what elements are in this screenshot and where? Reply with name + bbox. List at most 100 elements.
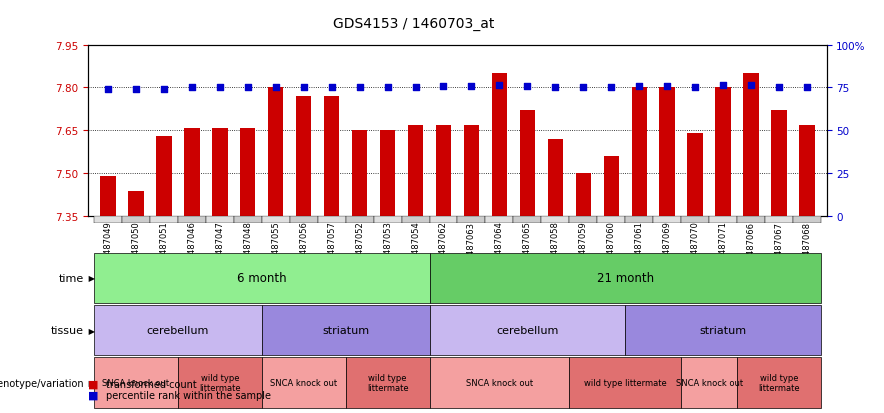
Bar: [631, 88, 647, 217]
Bar: [464, 126, 479, 217]
FancyBboxPatch shape: [485, 217, 514, 223]
FancyBboxPatch shape: [737, 217, 765, 223]
Point: [185, 85, 199, 92]
Bar: [212, 128, 227, 217]
Text: ■: ■: [88, 378, 99, 388]
Bar: [799, 126, 815, 217]
FancyBboxPatch shape: [94, 358, 178, 408]
FancyBboxPatch shape: [430, 217, 458, 223]
Bar: [688, 134, 703, 217]
Bar: [492, 74, 507, 217]
FancyBboxPatch shape: [569, 217, 598, 223]
FancyBboxPatch shape: [737, 358, 821, 408]
Text: GDS4153 / 1460703_at: GDS4153 / 1460703_at: [332, 17, 494, 31]
Bar: [408, 126, 423, 217]
FancyBboxPatch shape: [514, 217, 541, 223]
FancyBboxPatch shape: [541, 217, 569, 223]
Text: 6 month: 6 month: [237, 272, 286, 285]
Point: [380, 85, 394, 92]
FancyBboxPatch shape: [430, 358, 569, 408]
Point: [240, 85, 255, 92]
Bar: [772, 111, 787, 217]
Bar: [324, 97, 339, 217]
Text: transformed count: transformed count: [106, 379, 197, 389]
Point: [129, 86, 143, 93]
Text: genotype/variation: genotype/variation: [0, 378, 84, 388]
FancyBboxPatch shape: [290, 217, 317, 223]
FancyBboxPatch shape: [94, 217, 122, 223]
Text: SNCA knock out: SNCA knock out: [675, 378, 743, 387]
Point: [688, 85, 702, 92]
Point: [464, 83, 478, 90]
Bar: [268, 88, 284, 217]
Point: [521, 83, 535, 90]
Bar: [604, 157, 619, 217]
Bar: [184, 128, 200, 217]
Bar: [100, 177, 116, 217]
Text: ▶: ▶: [86, 378, 95, 387]
FancyBboxPatch shape: [374, 217, 401, 223]
Bar: [240, 128, 255, 217]
FancyBboxPatch shape: [262, 217, 290, 223]
Point: [297, 85, 311, 92]
Point: [353, 85, 367, 92]
Point: [324, 85, 339, 92]
FancyBboxPatch shape: [94, 253, 430, 303]
FancyBboxPatch shape: [122, 217, 150, 223]
Text: tissue: tissue: [51, 325, 84, 335]
Text: wild type
littermate: wild type littermate: [367, 373, 408, 392]
Bar: [296, 97, 311, 217]
FancyBboxPatch shape: [765, 217, 793, 223]
FancyBboxPatch shape: [653, 217, 682, 223]
Point: [408, 85, 423, 92]
FancyBboxPatch shape: [233, 217, 262, 223]
Point: [772, 85, 786, 92]
Bar: [743, 74, 758, 217]
Bar: [659, 88, 674, 217]
Point: [660, 83, 674, 90]
Text: wild type
littermate: wild type littermate: [758, 373, 800, 392]
FancyBboxPatch shape: [430, 305, 625, 356]
Text: 21 month: 21 month: [597, 272, 654, 285]
Bar: [548, 140, 563, 217]
FancyBboxPatch shape: [262, 305, 430, 356]
Text: ▶: ▶: [86, 326, 95, 335]
Text: wild type
littermate: wild type littermate: [199, 373, 240, 392]
Text: wild type littermate: wild type littermate: [583, 378, 667, 387]
Point: [576, 85, 591, 92]
Text: striatum: striatum: [322, 325, 370, 335]
Text: SNCA knock out: SNCA knock out: [466, 378, 533, 387]
FancyBboxPatch shape: [682, 217, 709, 223]
FancyBboxPatch shape: [569, 358, 682, 408]
FancyBboxPatch shape: [625, 305, 821, 356]
Point: [492, 82, 507, 89]
Point: [744, 82, 758, 89]
Text: cerebellum: cerebellum: [147, 325, 209, 335]
Text: ▶: ▶: [86, 273, 95, 282]
FancyBboxPatch shape: [458, 217, 485, 223]
FancyBboxPatch shape: [346, 358, 430, 408]
FancyBboxPatch shape: [178, 358, 262, 408]
Bar: [575, 174, 591, 217]
FancyBboxPatch shape: [430, 253, 821, 303]
Text: percentile rank within the sample: percentile rank within the sample: [106, 390, 271, 400]
Point: [437, 83, 451, 90]
FancyBboxPatch shape: [682, 358, 737, 408]
Text: cerebellum: cerebellum: [496, 325, 559, 335]
Bar: [128, 191, 143, 217]
Point: [604, 85, 618, 92]
Point: [213, 85, 227, 92]
FancyBboxPatch shape: [793, 217, 821, 223]
Point: [101, 86, 115, 93]
Text: SNCA knock out: SNCA knock out: [103, 378, 170, 387]
FancyBboxPatch shape: [709, 217, 737, 223]
FancyBboxPatch shape: [317, 217, 346, 223]
Text: striatum: striatum: [699, 325, 747, 335]
Text: SNCA knock out: SNCA knock out: [271, 378, 338, 387]
FancyBboxPatch shape: [178, 217, 206, 223]
FancyBboxPatch shape: [262, 358, 346, 408]
Point: [716, 82, 730, 89]
FancyBboxPatch shape: [598, 217, 625, 223]
Point: [156, 86, 171, 93]
Point: [800, 85, 814, 92]
